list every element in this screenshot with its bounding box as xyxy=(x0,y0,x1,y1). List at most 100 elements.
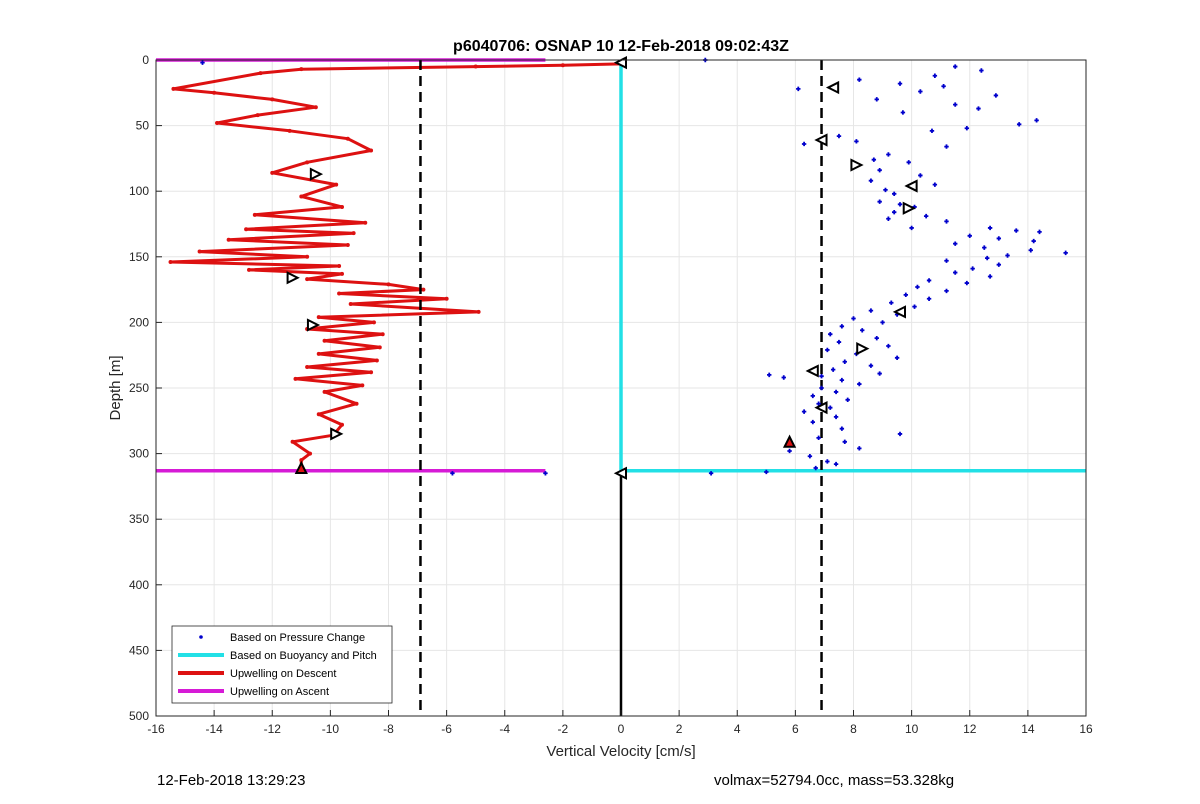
pressure-point xyxy=(915,284,920,290)
pressure-point xyxy=(836,133,842,139)
pressure-point xyxy=(767,372,772,378)
triangle-marker xyxy=(856,342,870,356)
descent-point xyxy=(212,90,217,95)
descent-point xyxy=(313,105,318,110)
pressure-point xyxy=(976,106,981,111)
pressure-point xyxy=(886,152,891,157)
descent-point xyxy=(305,254,310,259)
pressure-point xyxy=(993,93,999,98)
pressure-point xyxy=(781,375,786,380)
triangle-marker xyxy=(825,80,840,95)
pressure-point xyxy=(889,300,894,305)
pressure-point xyxy=(953,64,958,69)
descent-point xyxy=(299,194,304,199)
descent-point xyxy=(340,422,344,427)
pressure-point xyxy=(903,292,909,298)
descent-point xyxy=(316,315,321,320)
descent-point xyxy=(363,220,368,225)
pressure-point xyxy=(1034,118,1039,123)
legend-marker-pressure-change xyxy=(199,635,203,639)
pressure-point xyxy=(839,324,845,329)
y-tick-label: 450 xyxy=(129,643,149,657)
pressure-point xyxy=(810,419,816,425)
pressure-point xyxy=(764,469,769,475)
pressure-point xyxy=(845,397,850,403)
y-tick-label: 350 xyxy=(129,512,149,526)
pressure-point xyxy=(918,89,923,94)
pressure-point xyxy=(912,304,917,309)
triangle-marker xyxy=(850,158,864,172)
x-tick-label: 4 xyxy=(734,722,741,736)
x-tick-label: -10 xyxy=(322,722,340,736)
pressure-point xyxy=(953,241,958,246)
pressure-point xyxy=(923,213,929,219)
pressure-point xyxy=(906,160,911,165)
descent-point xyxy=(168,260,173,265)
descent-point xyxy=(421,287,426,292)
legend-label-upwelling-ascent: Upwelling on Ascent xyxy=(230,686,329,698)
pressure-point xyxy=(894,355,900,361)
pressure-point xyxy=(450,471,455,476)
pressure-point xyxy=(996,236,1002,241)
pressure-point xyxy=(926,278,932,283)
footer-info: volmax=52794.0cc, mass=53.328kg xyxy=(714,772,955,789)
descent-point xyxy=(305,277,310,282)
descent-point xyxy=(197,249,202,254)
descent-point xyxy=(348,302,353,307)
descent-point xyxy=(369,148,374,153)
pressure-point xyxy=(996,262,1002,267)
triangle-marker xyxy=(309,167,324,181)
pressure-point xyxy=(801,141,807,147)
y-tick-label: 100 xyxy=(129,184,149,198)
pressure-point xyxy=(851,316,856,321)
descent-point xyxy=(293,376,298,381)
descent-point xyxy=(360,383,365,388)
pressure-point xyxy=(868,178,874,183)
pressure-point xyxy=(833,461,839,467)
triangle-marker xyxy=(892,305,906,319)
descent-point xyxy=(444,296,449,301)
x-tick-label: 2 xyxy=(676,722,683,736)
y-tick-label: 50 xyxy=(136,119,150,133)
x-tick-label: -6 xyxy=(441,722,452,736)
triangle-marker xyxy=(805,364,819,378)
pressure-point xyxy=(1005,253,1010,258)
descent-point xyxy=(374,358,379,363)
triangle-marker xyxy=(814,133,828,147)
y-tick-label: 0 xyxy=(142,53,149,67)
descent-point xyxy=(299,67,304,72)
descent-point xyxy=(226,237,231,242)
x-tick-label: -12 xyxy=(264,722,282,736)
x-tick-label: 0 xyxy=(618,722,625,736)
pressure-point xyxy=(833,414,839,420)
triangle-marker xyxy=(306,318,321,332)
pressure-point xyxy=(825,459,830,464)
pressure-point xyxy=(796,86,801,92)
pressure-point xyxy=(868,363,874,368)
descent-point xyxy=(255,113,260,118)
descent-point xyxy=(340,271,344,276)
pressure-point xyxy=(842,439,847,444)
chart-title: p6040706: OSNAP 10 12-Feb-2018 09:02:43Z xyxy=(453,38,789,55)
pressure-point xyxy=(987,225,993,231)
descent-point xyxy=(316,412,321,417)
legend-label-upwelling-descent: Upwelling on Descent xyxy=(230,668,336,680)
descent-point xyxy=(287,128,292,133)
pressure-point xyxy=(200,60,205,65)
pressure-point xyxy=(979,68,984,73)
triangle-marker xyxy=(286,271,300,285)
series-line-upwelling-descent xyxy=(169,62,622,471)
data-layer xyxy=(156,56,1086,716)
descent-point xyxy=(244,227,249,232)
triangle-marker xyxy=(330,427,344,441)
pressure-point xyxy=(964,126,970,131)
x-tick-label: -8 xyxy=(383,722,394,736)
pressure-point xyxy=(1016,122,1022,127)
descent-point xyxy=(386,282,391,287)
pressure-point xyxy=(871,157,877,162)
descent-point xyxy=(247,267,251,272)
descent-point xyxy=(560,63,565,68)
pressure-point xyxy=(1063,250,1068,256)
descent-point xyxy=(371,320,376,325)
y-tick-label: 200 xyxy=(129,315,149,329)
